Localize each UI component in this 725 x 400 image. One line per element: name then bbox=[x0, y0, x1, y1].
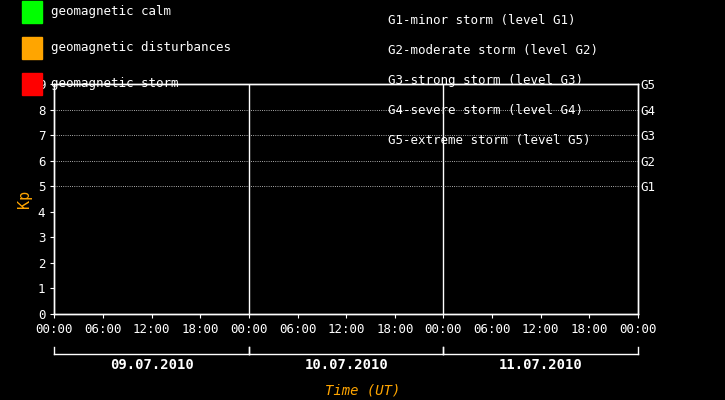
Text: 11.07.2010: 11.07.2010 bbox=[499, 358, 583, 372]
Text: G1-minor storm (level G1): G1-minor storm (level G1) bbox=[388, 14, 576, 27]
Text: G5-extreme storm (level G5): G5-extreme storm (level G5) bbox=[388, 134, 590, 147]
Text: geomagnetic disturbances: geomagnetic disturbances bbox=[51, 42, 231, 54]
Text: G3-strong storm (level G3): G3-strong storm (level G3) bbox=[388, 74, 583, 87]
Text: G4-severe storm (level G4): G4-severe storm (level G4) bbox=[388, 104, 583, 117]
Text: G2-moderate storm (level G2): G2-moderate storm (level G2) bbox=[388, 44, 598, 57]
Y-axis label: Kp: Kp bbox=[17, 190, 33, 208]
Text: 10.07.2010: 10.07.2010 bbox=[304, 358, 388, 372]
Text: geomagnetic calm: geomagnetic calm bbox=[51, 6, 171, 18]
Text: 09.07.2010: 09.07.2010 bbox=[109, 358, 194, 372]
Text: Time (UT): Time (UT) bbox=[325, 384, 400, 398]
Text: geomagnetic storm: geomagnetic storm bbox=[51, 78, 178, 90]
